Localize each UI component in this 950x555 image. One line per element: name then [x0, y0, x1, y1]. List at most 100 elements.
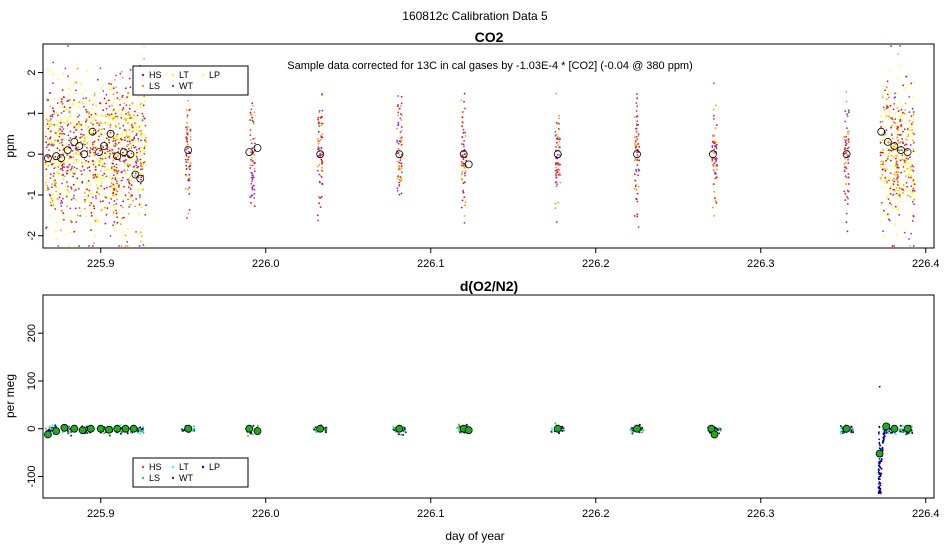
co2-sample-point	[397, 142, 400, 145]
co2-sample-point	[879, 151, 882, 154]
co2-ytick-label: 0	[26, 151, 38, 157]
co2-sample-point	[62, 212, 65, 215]
o2n2-sample-point	[880, 472, 883, 475]
co2-sample-point	[319, 174, 322, 177]
co2-sample-point	[888, 152, 891, 154]
co2-sample-point	[901, 188, 903, 191]
co2-sample-point	[139, 158, 142, 161]
o2n2-sample-point	[877, 492, 880, 495]
co2-sample-point	[131, 126, 134, 129]
co2-sample-point	[139, 146, 142, 149]
co2-sample-point	[62, 72, 65, 75]
co2-sample-point	[96, 173, 98, 176]
co2-sample-point	[897, 110, 900, 112]
o2n2-sample-point	[119, 431, 122, 434]
co2-sample-point	[894, 170, 896, 173]
co2-sample-point	[135, 231, 138, 233]
co2-sample-point	[106, 154, 109, 156]
co2-sample-point	[102, 84, 105, 87]
co2-sample-point	[397, 105, 399, 108]
co2-sample-point	[93, 242, 95, 245]
co2-sample-point	[251, 102, 254, 105]
o2n2-mean-marker	[86, 424, 95, 433]
o2n2-ylabel: per meg	[3, 374, 17, 418]
co2-sample-point	[54, 184, 56, 187]
co2-sample-point	[899, 142, 902, 145]
co2-sample-point	[114, 145, 117, 147]
co2-sample-point	[881, 168, 884, 171]
co2-sample-point	[555, 92, 558, 95]
co2-sample-point	[884, 186, 886, 189]
co2-sample-point	[64, 156, 67, 159]
co2-sample-point	[83, 195, 86, 198]
co2-sample-point	[558, 117, 560, 120]
co2-sample-point	[898, 197, 901, 199]
co2-sample-point	[899, 159, 902, 162]
co2-sample-point	[87, 160, 90, 163]
co2-sample-point	[906, 179, 909, 182]
co2-sample-point	[112, 165, 115, 167]
co2-sample-point	[52, 82, 54, 84]
co2-sample-point	[61, 174, 64, 176]
co2-sample-point	[118, 123, 120, 125]
co2-sample-point	[556, 183, 559, 186]
co2-sample-point	[911, 189, 914, 192]
o2n2-x-axis: 225.9 226.0 226.1 226.2 226.3 226.4	[87, 498, 940, 520]
co2-sample-point	[108, 82, 110, 85]
co2-sample-point	[317, 142, 320, 145]
co2-sample-point	[906, 86, 908, 89]
co2-sample-point	[137, 177, 140, 179]
o2n2-sample-point	[880, 467, 883, 470]
o2n2-sample-point	[70, 434, 73, 437]
co2-sample-point	[52, 178, 55, 180]
co2-mean-marker	[75, 142, 84, 150]
co2-sample-point	[637, 143, 640, 145]
o2n2-sample-point	[879, 487, 882, 490]
co2-sample-point	[106, 207, 109, 210]
co2-sample-point	[186, 139, 188, 141]
co2-sample-point	[249, 167, 252, 169]
co2-sample-point	[845, 142, 848, 145]
co2-sample-point	[51, 159, 54, 162]
o2n2-sample-point	[67, 426, 70, 429]
co2-sample-point	[142, 115, 145, 118]
co2-sample-point	[137, 191, 140, 194]
co2-sample-point	[125, 130, 127, 132]
co2-sample-point	[880, 203, 883, 206]
co2-sample-point	[67, 199, 70, 201]
co2-sample-point	[844, 168, 846, 171]
co2-sample-point	[908, 238, 910, 240]
co2-sample-point	[889, 175, 891, 178]
co2-sample-point	[111, 119, 114, 121]
co2-sample-point	[894, 223, 896, 226]
co2-sample-point	[905, 75, 907, 78]
co2-sample-point	[185, 148, 188, 151]
co2-legend-label: LP	[209, 70, 220, 80]
co2-sample-point	[129, 86, 132, 89]
co2-mean-marker	[80, 150, 89, 159]
o2n2-sample-point	[251, 433, 254, 436]
o2n2-xtick-label: 226.4	[912, 508, 940, 520]
co2-sample-point	[556, 153, 559, 156]
co2-panel: CO2 225.9 226.0 226.1 226.2 226.3 226.4 -2-10…	[3, 29, 940, 270]
co2-sample-point	[881, 151, 884, 154]
co2-sample-point	[844, 120, 846, 123]
co2-sample-point	[113, 141, 116, 143]
co2-sample-point	[118, 126, 120, 129]
co2-sample-point	[80, 173, 83, 176]
co2-sample-point	[121, 133, 124, 136]
co2-sample-point	[124, 139, 126, 142]
co2-sample-point	[128, 107, 131, 110]
o2n2-sample-point	[878, 431, 880, 434]
o2n2-sample-point	[879, 482, 882, 485]
co2-sample-point	[139, 194, 141, 196]
o2n2-sample-point	[718, 432, 721, 435]
co2-sample-point	[186, 114, 189, 117]
co2-sample-point	[884, 213, 887, 216]
co2-sample-point	[69, 122, 72, 125]
co2-sample-point	[73, 190, 76, 192]
co2-sample-point	[713, 190, 716, 193]
o2n2-sample-point	[252, 424, 255, 427]
co2-sample-point	[111, 177, 114, 180]
co2-sample-point	[910, 232, 913, 235]
